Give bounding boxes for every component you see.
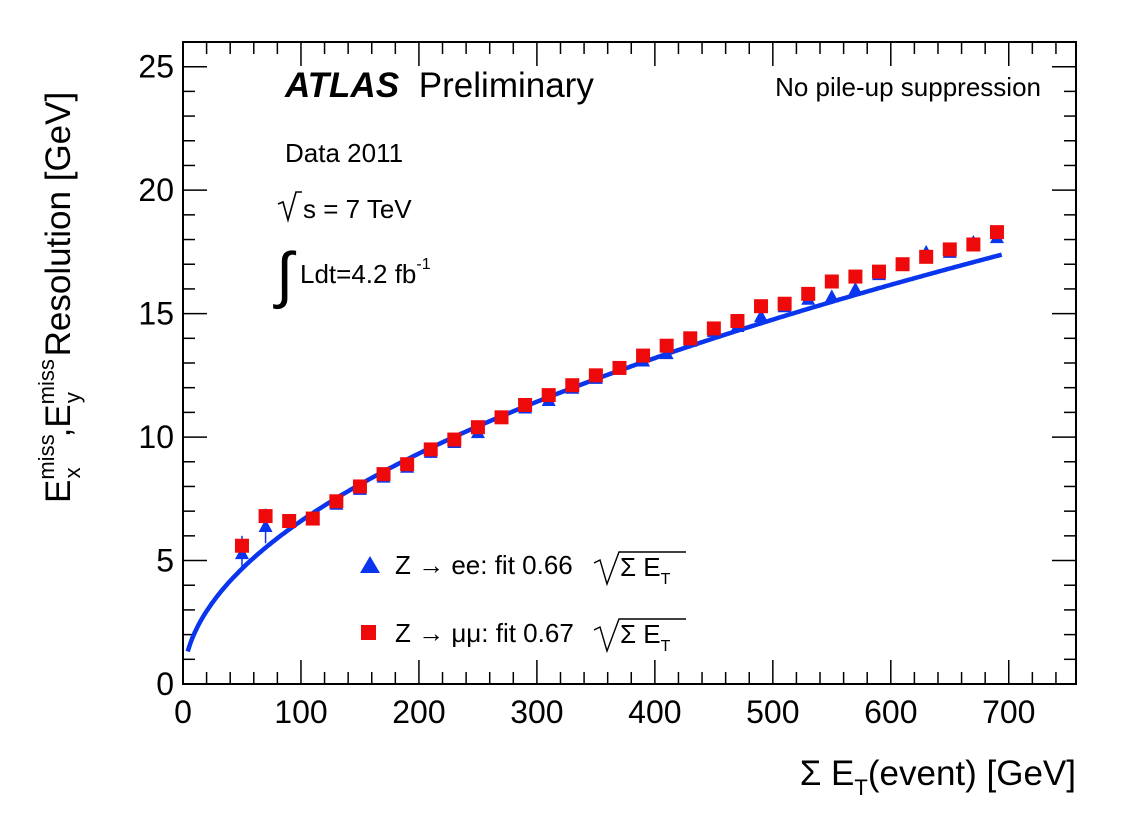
data-point-ee	[754, 309, 769, 323]
luminosity-label: Ldt=4.2 fb-1	[300, 256, 431, 289]
legend-sqrt-symbol-mumu	[593, 618, 686, 654]
data-point-mumu	[588, 368, 603, 383]
luminosity-main: Ldt=4.2 fb	[300, 259, 416, 289]
data-point-mumu	[801, 286, 816, 301]
data-point-ee	[824, 289, 839, 303]
sqrt-s-label: s = 7 TeV	[303, 194, 412, 224]
atlas-label: ATLAS Preliminary	[284, 66, 594, 105]
data-point-mumu	[683, 331, 698, 346]
y-axis-title-e2: E	[39, 404, 78, 427]
y-tick-label: 10	[138, 419, 174, 455]
data-point-mumu	[329, 494, 344, 509]
atlas-text: ATLAS	[284, 66, 399, 105]
x-axis-title-main: Σ E	[800, 754, 855, 793]
x-axis-ticks: 0 100 200 300 400 500 600 700	[174, 42, 1057, 730]
data-point-mumu	[848, 269, 863, 284]
x-axis-title-rest: (event) [GeV]	[868, 754, 1076, 793]
preliminary-text: Preliminary	[419, 66, 595, 105]
data-point-mumu	[518, 397, 533, 412]
x-tick-label: 400	[628, 694, 681, 730]
data-point-mumu	[966, 237, 981, 252]
legend-sqrt-mumu: Σ ET	[620, 619, 671, 655]
legend-sqrt-sub-ee: T	[661, 571, 671, 588]
data-point-mumu	[989, 225, 1004, 240]
data-point-mumu	[942, 242, 957, 257]
y-axis-title: Emissx,Emissy Resolution [GeV]	[34, 92, 85, 503]
x-tick-label: 700	[982, 694, 1035, 730]
x-tick-label: 0	[174, 694, 192, 730]
x-tick-label: 500	[746, 694, 799, 730]
pileup-note: No pile-up suppression	[775, 72, 1041, 102]
y-tick-label: 15	[138, 296, 174, 332]
data-point-mumu	[659, 338, 674, 353]
integral-symbol: ∫	[273, 241, 297, 310]
y-axis-ticks: 0 5 10 15 20 25	[138, 41, 1076, 702]
y-axis-title-e2-sub: y	[60, 392, 85, 403]
x-tick-label: 300	[510, 694, 563, 730]
y-axis-title-e1: E	[39, 480, 78, 503]
data-point-mumu	[470, 420, 485, 435]
data-point-mumu	[871, 264, 886, 279]
legend-entry-ee: Z → ee: fit 0.66	[395, 550, 573, 580]
data-point-mumu	[352, 479, 367, 494]
luminosity-sup: -1	[416, 256, 430, 273]
data-point-mumu	[541, 388, 556, 403]
data-point-mumu	[565, 378, 580, 393]
sqrt-symbol	[277, 191, 302, 223]
data-point-mumu	[612, 360, 627, 375]
legend-marker-triangle	[360, 556, 380, 573]
data-point-mumu	[730, 314, 745, 329]
x-axis-title: Σ ET(event) [GeV]	[800, 754, 1076, 800]
x-axis-title-sub: T	[854, 775, 867, 800]
y-axis-title-e1-sup: miss	[34, 434, 59, 479]
y-tick-label: 20	[138, 172, 174, 208]
data-point-mumu	[824, 274, 839, 289]
data-point-mumu	[777, 296, 792, 311]
data-point-mumu	[447, 432, 462, 447]
data-point-mumu	[376, 467, 391, 482]
data-point-mumu	[754, 299, 769, 314]
data-point-mumu	[706, 321, 721, 336]
y-axis-title-e1-sub: x	[60, 467, 85, 478]
data-point-mumu	[234, 538, 249, 553]
legend-sqrt-sub-mumu: T	[661, 638, 671, 655]
fit-curve	[185, 252, 1003, 653]
data-point-mumu	[423, 442, 438, 457]
y-tick-label: 5	[156, 543, 174, 579]
legend-sqrt-main-ee: Σ E	[620, 552, 661, 582]
y-axis-title-e2-sup: miss	[34, 359, 59, 404]
legend-entry-mumu: Z → μμ: fit 0.67	[395, 618, 574, 648]
data-point-ee	[258, 518, 273, 532]
legend-marker-square	[361, 625, 376, 640]
legend-sqrt-symbol-ee	[593, 551, 686, 587]
data-point-mumu	[636, 348, 651, 363]
data-point-mumu	[494, 410, 509, 425]
data-point-mumu	[919, 249, 934, 264]
y-tick-label: 0	[156, 666, 174, 702]
y-axis-title-sep: ,	[39, 428, 78, 438]
legend-sqrt-main-mumu: Σ E	[620, 619, 661, 649]
x-tick-label: 600	[864, 694, 917, 730]
legend-sqrt-ee: Σ ET	[620, 552, 671, 588]
data-point-ee	[848, 281, 863, 295]
data-point-mumu	[258, 509, 273, 524]
data-points	[234, 225, 1004, 571]
x-tick-label: 200	[392, 694, 445, 730]
data-point-mumu	[895, 257, 910, 272]
data-year-label: Data 2011	[285, 138, 403, 168]
y-axis-title-rest: Resolution [GeV]	[39, 92, 78, 366]
data-point-mumu	[305, 511, 320, 526]
x-tick-label: 100	[274, 694, 327, 730]
y-tick-label: 25	[138, 49, 174, 85]
legend: Z → ee: fit 0.66 Σ ET Z → μμ: fit 0.67 Σ…	[360, 550, 686, 655]
data-point-mumu	[282, 514, 297, 529]
data-point-mumu	[400, 457, 415, 472]
